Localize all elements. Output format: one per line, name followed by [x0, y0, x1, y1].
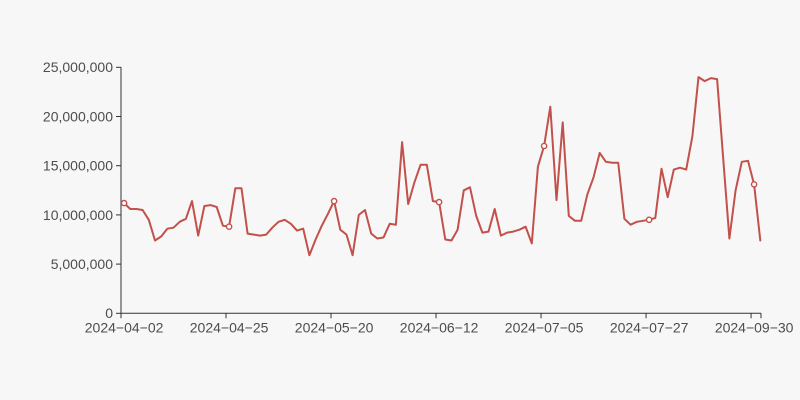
x-axis-label: 2024−06−12 — [400, 319, 479, 335]
x-axis-label: 2024−04−25 — [190, 319, 269, 335]
x-axis-label: 2024−05−20 — [295, 319, 374, 335]
line-chart-svg: 0 5,000,000 10,000,000 15,000,000 20,000,000… — [43, 59, 794, 335]
x-axis-label: 2024−07−27 — [610, 319, 689, 335]
y-axis-label: 10,000,000 — [43, 207, 113, 223]
data-point-marker — [540, 142, 548, 150]
y-axis-label: 25,000,000 — [43, 59, 113, 75]
data-point-marker — [435, 198, 443, 206]
x-axis-label: 2024−09−30 — [715, 319, 794, 335]
y-axis-label: 20,000,000 — [43, 108, 113, 124]
y-axis-label: 5,000,000 — [51, 256, 113, 272]
x-axis-label: 2024−07−05 — [505, 319, 584, 335]
series-line — [123, 76, 762, 257]
data-point-marker — [120, 199, 128, 207]
data-point-marker — [225, 223, 233, 230]
y-axis-label: 0 — [105, 305, 113, 321]
x-axis-label: 2024−04−02 — [85, 319, 164, 335]
y-axis-label: 15,000,000 — [43, 158, 113, 174]
data-point-marker — [330, 197, 338, 205]
volume-line-chart: 0 5,000,000 10,000,000 15,000,000 20,000,000… — [40, 16, 800, 400]
data-point-marker — [645, 216, 653, 224]
data-point-marker — [750, 181, 758, 188]
